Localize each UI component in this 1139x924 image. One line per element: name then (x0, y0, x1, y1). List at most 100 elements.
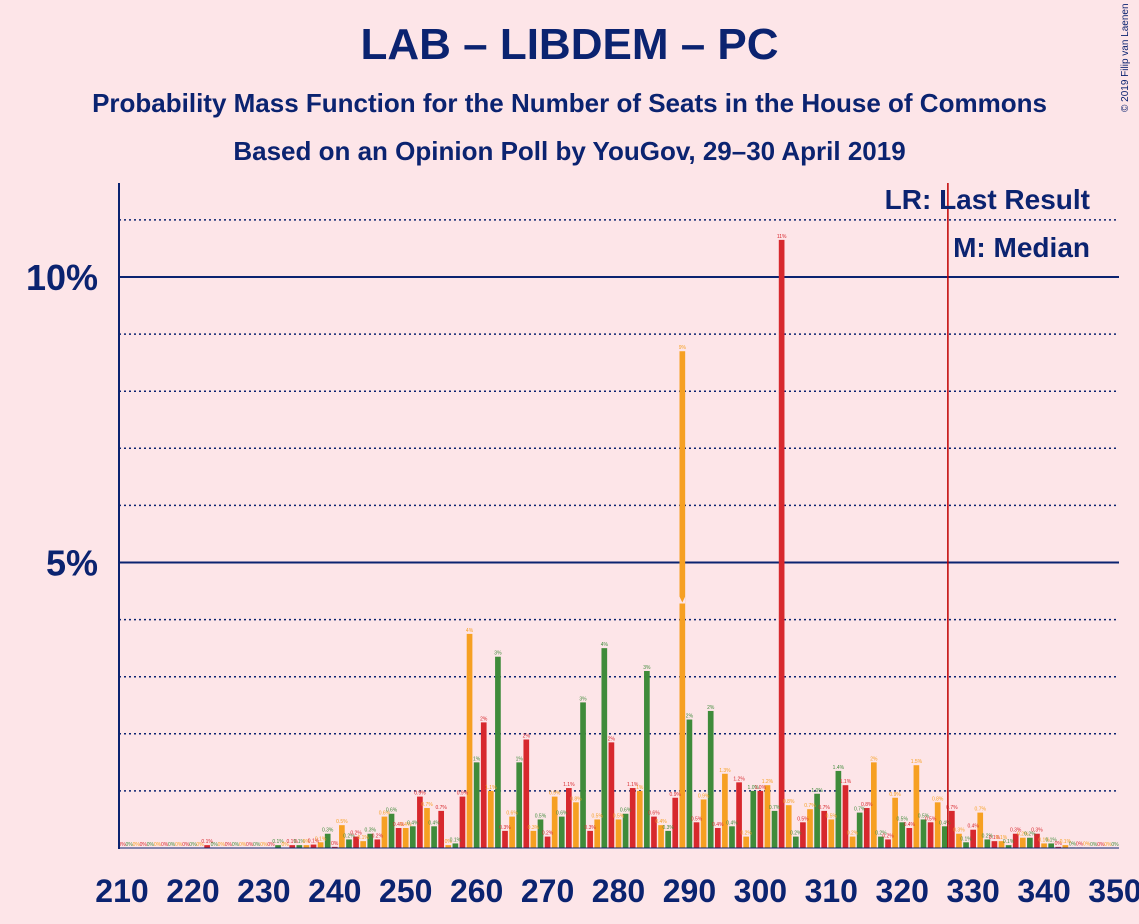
bar-label-seat-292: 0.9% (698, 793, 710, 799)
bar-label-seat-317: 0.2% (875, 831, 887, 837)
bar-label-seat-349: 0% (1104, 842, 1112, 848)
bar-seat-263 (495, 656, 501, 848)
bar-label-seat-257: 0.1% (450, 837, 462, 843)
bar-label-seat-326: 0.4% (939, 820, 951, 826)
legend-last-result: LR: Last Result (885, 184, 1090, 215)
bar-seat-340 (1041, 843, 1047, 848)
bar-label-seat-336: 0.3% (1010, 828, 1022, 834)
bar-label-seat-272: 0.6% (556, 811, 568, 817)
bar-seat-334 (998, 841, 1005, 848)
bar-label-seat-246: 0.2% (372, 833, 384, 839)
bar-seat-278 (601, 648, 608, 848)
x-tick-label: 260 (450, 873, 503, 909)
bar-seat-276 (587, 830, 593, 848)
bar-label-seat-231: 0% (267, 842, 275, 848)
bar-seat-283 (636, 790, 643, 848)
bar-seat-240 (331, 846, 338, 848)
bar-label-seat-303: 11% (777, 234, 787, 240)
bar-label-seat-245: 0.3% (365, 828, 377, 834)
bar-label-seat-298: 0.2% (740, 831, 752, 837)
bar-label-seat-256: 0% (445, 839, 453, 845)
bar-seat-272 (558, 816, 565, 848)
bar-label-seat-334: 0.1% (996, 835, 1008, 841)
bar-label-seat-242: 0.2% (343, 833, 355, 839)
bar-label-seat-277: 0.5% (592, 813, 604, 819)
bar-seat-292 (700, 799, 707, 848)
bar-seat-270 (544, 836, 551, 848)
bar-label-seat-225: 0% (225, 842, 233, 848)
bar-label-seat-275: 3% (579, 696, 587, 702)
bar-seat-286 (658, 825, 664, 848)
bar-label-seat-253: 0.7% (421, 802, 433, 808)
bar-label-seat-289: 9% (679, 345, 687, 351)
bar-label-seat-318: 0.2% (882, 833, 894, 839)
bar-seat-296 (729, 826, 735, 848)
bar-data-labels: 0% 0% 0% 0% 0% 0% 0% 0% 0% 0% 0% 0%0.1%0% 0% 0% 0% 0% 0%… (118, 234, 1119, 848)
bar-seat-281 (622, 813, 629, 848)
bar-seat-329 (963, 842, 969, 848)
bar-label-seat-221: 0% (196, 842, 204, 848)
legend: LR: Last Result M: Median (885, 184, 1090, 263)
bar-label-seat-218: 0% (175, 842, 183, 848)
bar-label-seat-223: 0% (211, 842, 219, 848)
bar-seat-326 (941, 826, 948, 848)
bar-label-seat-250: 0.4% (400, 822, 412, 828)
x-tick-label: 310 (805, 873, 858, 909)
bar-seat-308 (814, 793, 820, 848)
bar-seat-325 (934, 802, 941, 848)
bar-seat-336 (1012, 833, 1019, 848)
bar-seat-279 (608, 742, 615, 848)
bar-seat-322 (913, 765, 920, 848)
median-marker (679, 596, 686, 604)
bar-seat-277 (594, 819, 601, 848)
bar-label-seat-232: 0.1% (272, 839, 284, 845)
bar-seat-343 (1062, 845, 1069, 848)
bar-label-seat-280: 0.5% (613, 813, 625, 819)
bar-seat-271 (551, 796, 558, 848)
bar-label-seat-212: 0% (133, 842, 141, 848)
x-tick-label: 240 (308, 873, 361, 909)
bar-seat-241 (339, 825, 345, 848)
bar-label-seat-301: 1.2% (762, 779, 774, 785)
bar-seat-293 (707, 710, 714, 848)
bar-seat-306 (800, 822, 806, 848)
bar-seat-244 (360, 841, 366, 848)
bar-label-seat-276: 0.3% (584, 825, 596, 831)
bar-label-seat-335: 0.1% (1003, 839, 1015, 845)
bar-seat-280 (615, 819, 622, 848)
bar-seat-245 (367, 833, 374, 848)
bar-label-seat-320: 0.5% (897, 816, 909, 822)
bar-label-seat-215: 0% (154, 842, 162, 848)
bar-label-seat-255: 0.7% (435, 805, 447, 811)
bar-label-seat-321: 0.4% (904, 822, 916, 828)
bar-seat-261 (480, 722, 487, 848)
bar-label-seat-213: 0% (140, 842, 148, 848)
bar-label-seat-297: 1.2% (733, 776, 745, 782)
bar-label-seat-341: 0.1% (1045, 837, 1057, 843)
bar-label-seat-310: 0.5% (826, 813, 838, 819)
x-tick-label: 210 (95, 873, 148, 909)
bar-seat-259 (466, 633, 473, 848)
bar-label-seat-308: 1.0% (811, 788, 823, 794)
bar-seat-324 (927, 822, 934, 848)
bar-label-seat-347: 0% (1090, 842, 1098, 848)
bar-label-seat-302: 0.7% (769, 805, 781, 811)
bar-label-seat-315: 0.8% (861, 802, 873, 808)
x-tick-label: 350 (1088, 873, 1139, 909)
bar-label-seat-249: 0.4% (393, 822, 405, 828)
bar-label-seat-348: 0% (1097, 842, 1105, 848)
bar-seat-246 (374, 839, 381, 848)
bar-seat-255 (438, 810, 445, 848)
chart-subtitle-poll: Based on an Opinion Poll by YouGov, 29–3… (233, 136, 906, 166)
bar-label-seat-307: 0.7% (804, 803, 816, 809)
bar-label-seat-322: 1.5% (911, 759, 923, 765)
bar-label-seat-324: 0.5% (925, 816, 937, 822)
bar-seat-323 (920, 819, 927, 848)
bar-label-seat-288: 0.9% (670, 792, 682, 798)
bar-seat-236 (303, 845, 310, 848)
bar-seat-247 (381, 816, 388, 848)
bar-seat-250 (402, 828, 409, 848)
bar-seat-265 (509, 816, 515, 848)
bar-label-seat-266: 1% (516, 756, 524, 762)
bar-label-seat-346: 0% (1083, 841, 1091, 847)
